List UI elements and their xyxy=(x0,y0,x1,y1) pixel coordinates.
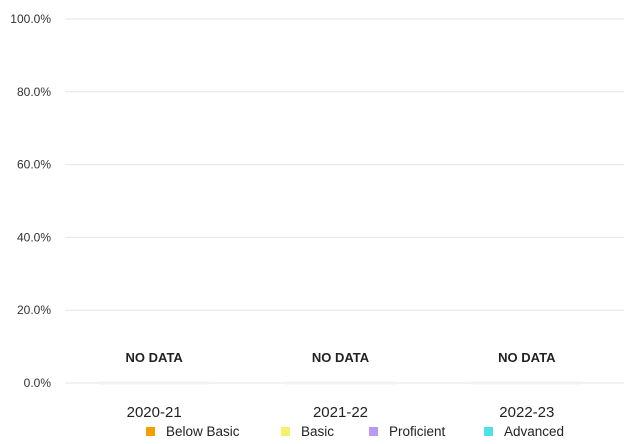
legend-swatch xyxy=(146,427,155,436)
legend-label: Proficient xyxy=(389,424,446,439)
x-category-label: 2022-23 xyxy=(499,404,554,421)
legend-swatch xyxy=(369,427,378,436)
x-category-label: 2020-21 xyxy=(127,404,182,421)
legend-item[interactable]: Below Basic xyxy=(146,424,240,439)
legend-label: Below Basic xyxy=(166,424,240,439)
y-tick-label: 100.0% xyxy=(10,12,51,26)
y-tick-label: 20.0% xyxy=(17,303,51,317)
legend-swatch xyxy=(484,427,493,436)
legend-item[interactable]: Basic xyxy=(281,424,334,439)
no-data-label: NO DATA xyxy=(498,350,556,365)
legend-label: Basic xyxy=(301,424,334,439)
gridlines xyxy=(65,18,624,384)
legend-label: Advanced xyxy=(504,424,564,439)
legend-item[interactable]: Proficient xyxy=(369,424,446,439)
y-tick-label: 60.0% xyxy=(17,158,51,172)
x-category-label: 2021-22 xyxy=(313,404,368,421)
y-tick-label: 40.0% xyxy=(17,230,51,244)
y-tick-label: 80.0% xyxy=(17,85,51,99)
y-tick-label: 0.0% xyxy=(24,376,52,390)
y-axis-tick-labels: 0.0% 20.0% 40.0% 60.0% 80.0% 100.0% xyxy=(10,12,51,390)
legend-swatch xyxy=(281,427,290,436)
legend: Below Basic Basic Proficient Advanced xyxy=(146,424,564,439)
no-data-label: NO DATA xyxy=(126,350,184,365)
x-axis-category-labels: 2020-21 2021-22 2022-23 xyxy=(127,404,555,421)
no-data-label: NO DATA xyxy=(312,350,370,365)
no-data-labels: NO DATA NO DATA NO DATA xyxy=(126,350,557,365)
legend-item[interactable]: Advanced xyxy=(484,424,564,439)
